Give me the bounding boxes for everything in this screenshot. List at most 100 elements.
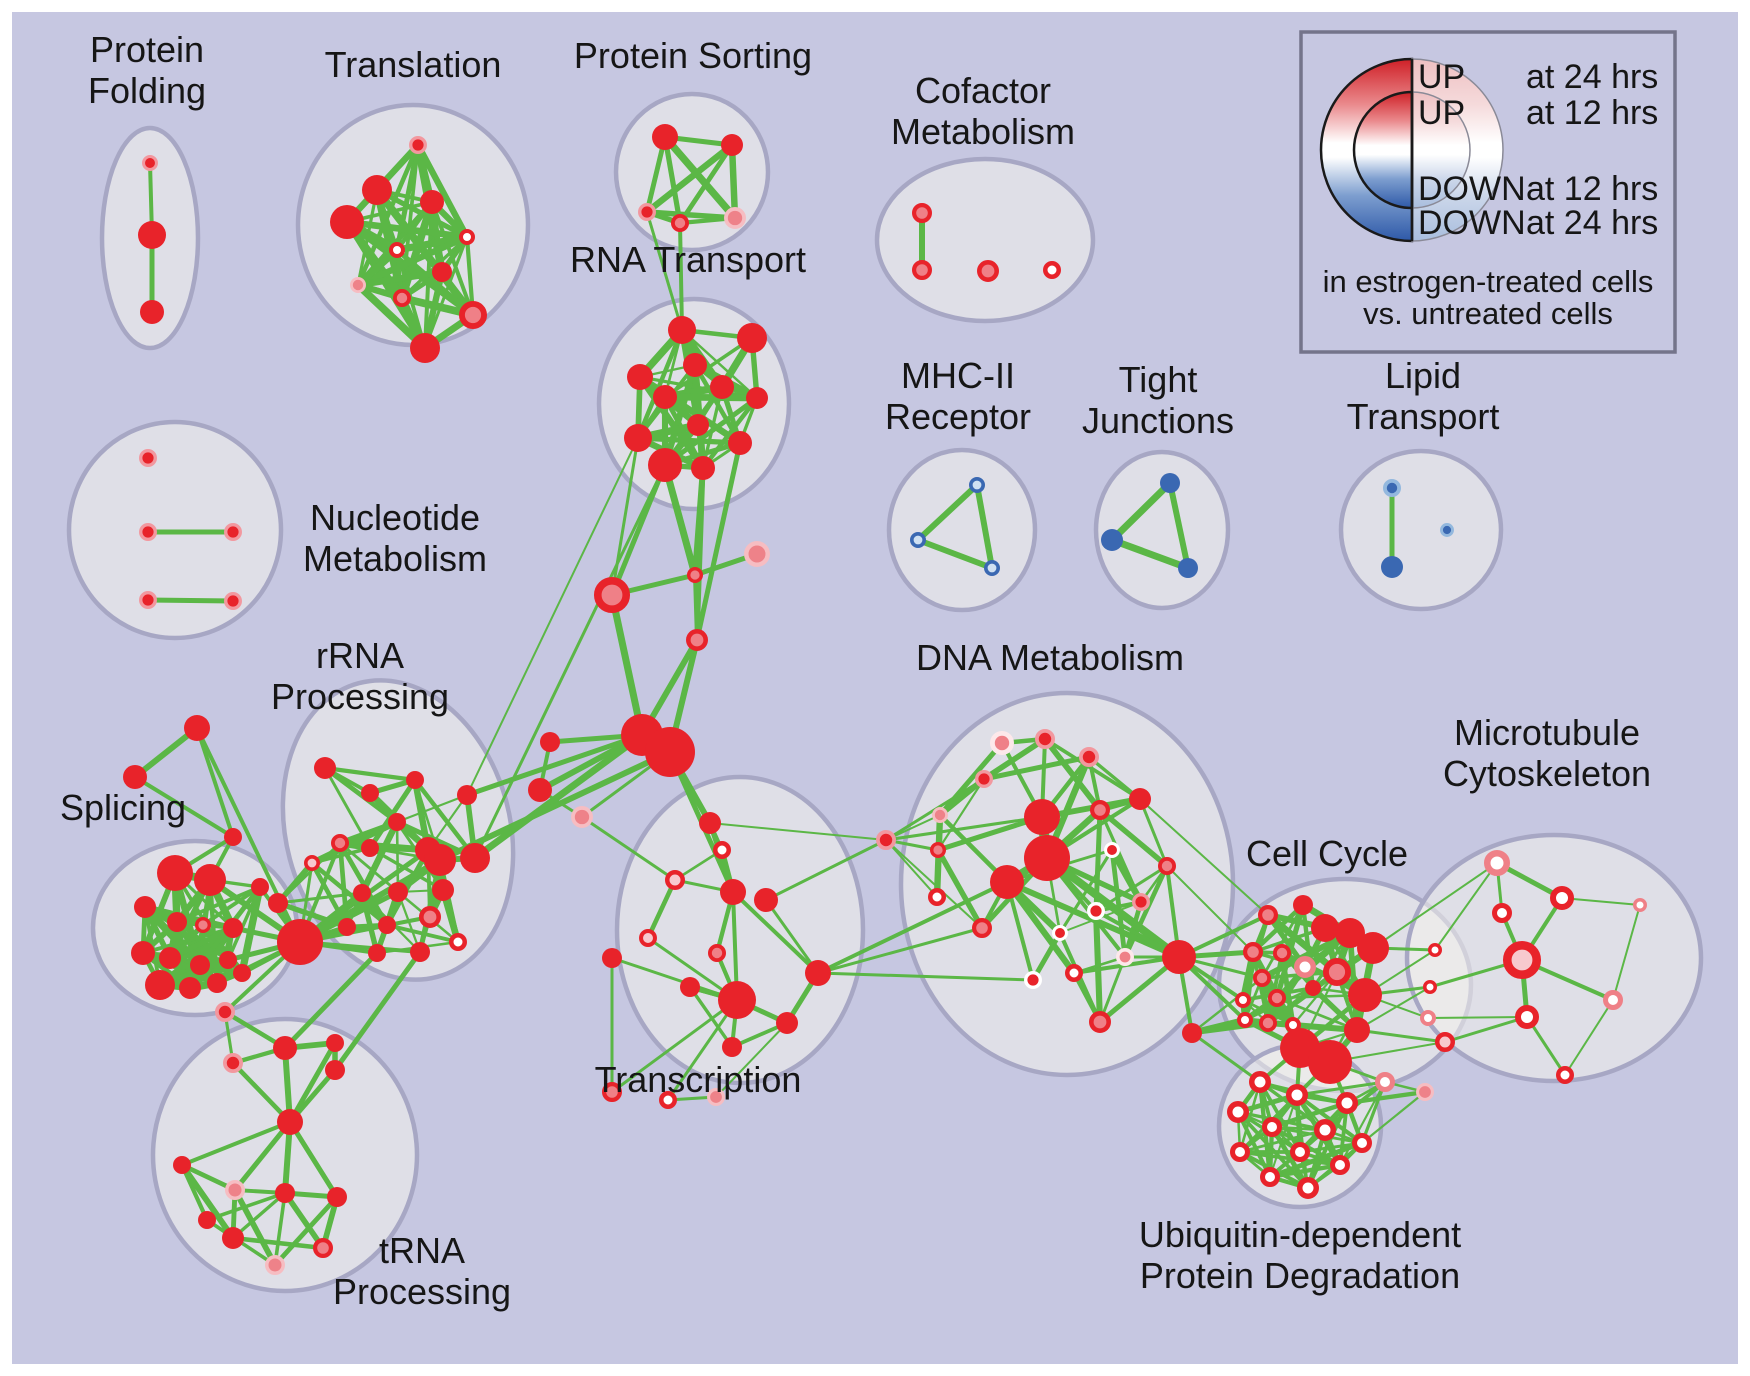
gene-node (277, 919, 323, 965)
edge-dna (935, 814, 1045, 853)
legend-caption: vs. untreated cells (1363, 296, 1613, 331)
gene-node (273, 1036, 297, 1060)
gene-node (686, 566, 704, 584)
gene-node (720, 879, 746, 905)
gene-node (251, 878, 269, 896)
edge-mt (1561, 897, 1641, 906)
gene-node (1381, 556, 1403, 578)
gene-node (409, 136, 427, 154)
edge-link-rt-rrna (473, 463, 667, 860)
gene-node (167, 912, 187, 932)
gene-node (194, 864, 226, 896)
cluster-label-pf: Folding (88, 70, 206, 111)
gene-node (699, 812, 721, 834)
edge-link-txn-dna (709, 822, 887, 841)
edge-txn (731, 890, 820, 975)
gene-node (1633, 898, 1647, 912)
edge-mt (1612, 904, 1641, 1001)
edge-dna (1138, 797, 1169, 868)
gene-node (1416, 1083, 1434, 1101)
edge-rrna (276, 891, 364, 905)
edge-dna (1087, 755, 1142, 801)
edge-dna (1030, 930, 1063, 983)
edge-ub (1360, 1090, 1427, 1145)
gene-node (1024, 799, 1060, 835)
edge-ub (1236, 1110, 1327, 1132)
gene-node (1267, 988, 1287, 1008)
edge-dna (935, 847, 985, 931)
gene-node (314, 757, 336, 779)
edge-rrna (358, 818, 401, 897)
cluster-label-nm: Metabolism (303, 538, 487, 579)
cluster-label-mt: Microtubule (1454, 712, 1640, 753)
edge-tr (394, 247, 476, 318)
gene-node (173, 1156, 191, 1174)
gene-node (1293, 895, 1313, 915)
edge-trna (273, 1191, 287, 1267)
gene-node (424, 844, 456, 876)
gene-node (680, 977, 700, 997)
edge-rt (700, 395, 760, 471)
gene-node (990, 731, 1015, 756)
gene-node (419, 906, 441, 928)
gene-node (225, 1180, 245, 1200)
cluster-ellipse-txn (614, 774, 866, 1086)
gene-node (142, 155, 158, 171)
gene-node (223, 918, 243, 938)
edge-txn (610, 998, 739, 1094)
gene-node (224, 828, 242, 846)
edge-ub (1267, 1162, 1343, 1180)
gene-node (410, 942, 430, 962)
edge-link-cc-mt (1355, 1028, 1447, 1044)
gene-node (277, 1109, 303, 1135)
edge-trna (287, 1119, 340, 1200)
gene-node (928, 888, 946, 906)
gene-node (330, 833, 350, 853)
gene-node (691, 456, 715, 480)
gene-node (648, 448, 682, 482)
edge-tr (414, 141, 471, 241)
edge-link-hub-dna (1043, 854, 1183, 961)
gene-node (330, 205, 364, 239)
edge-cc (1189, 1020, 1271, 1036)
gene-node (687, 414, 709, 436)
cluster-label-cc: Cell Cycle (1246, 833, 1408, 874)
gene-node (1344, 1017, 1370, 1043)
gene-node (1357, 932, 1389, 964)
gene-node (971, 917, 992, 938)
gene-node (1249, 1071, 1271, 1093)
edge-link-rt-hub (694, 440, 743, 643)
gene-node (123, 765, 147, 789)
gene-node (602, 948, 622, 968)
gene-node (1162, 940, 1196, 974)
gene-node (325, 1060, 345, 1080)
edge-ps (662, 134, 683, 226)
gene-node (528, 778, 552, 802)
edge-rrna (367, 777, 418, 851)
cluster-label-rrna: Processing (271, 676, 449, 717)
cluster-label-lt: Lipid (1385, 355, 1461, 396)
gene-node (1484, 850, 1510, 876)
edge-link-dna-cc (1139, 798, 1269, 916)
gene-node (1043, 261, 1061, 279)
edge-rt (635, 435, 743, 446)
edge-mt (1427, 1016, 1528, 1019)
edge-link-hub-rrna (437, 749, 673, 863)
gene-node (361, 784, 379, 802)
edge-trna (287, 1040, 338, 1125)
gene-node (145, 970, 175, 1000)
edge-link-rt-hub (694, 465, 706, 643)
gene-node (624, 424, 652, 452)
edge-tr (354, 281, 429, 352)
gene-node (1286, 1084, 1308, 1106)
edge-link-hub-rrna (464, 732, 645, 798)
cluster-label-rrna: rRNA (316, 635, 404, 676)
edge-mh (915, 537, 995, 571)
edge-tr (354, 246, 401, 289)
edge-rt (662, 395, 760, 468)
cluster-label-tj: Tight (1119, 359, 1198, 400)
gene-node (670, 213, 690, 233)
gene-node (139, 591, 157, 609)
